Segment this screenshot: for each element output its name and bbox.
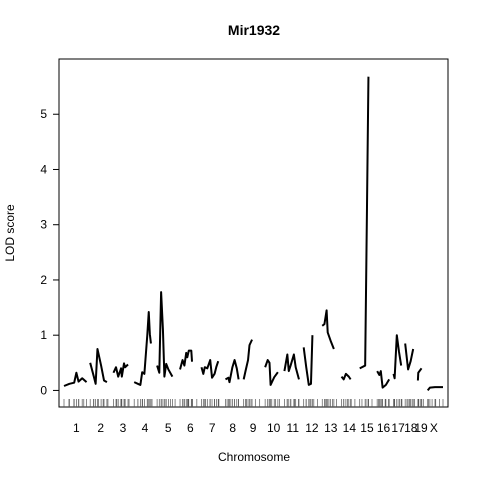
y-tick-label: 2: [40, 273, 47, 287]
y-tick-label: 3: [40, 218, 47, 232]
lod-line-chr-13: [321, 309, 335, 350]
chromosome-label: 8: [229, 421, 236, 435]
chromosome-label: 9: [250, 421, 257, 435]
lod-line-chr-17: [392, 334, 403, 380]
lod-line-chr-5: [156, 291, 174, 378]
chromosome-label: 10: [267, 421, 281, 435]
lod-line-chr-2: [89, 348, 108, 385]
lod-line-chr-11: [283, 353, 300, 380]
lod-line-chr-9: [242, 339, 253, 380]
lod-line-chr-19: [416, 367, 423, 381]
chromosome-label: 2: [97, 421, 104, 435]
y-tick-label: 4: [40, 162, 47, 176]
plot-frame: [58, 58, 449, 408]
chromosome-label: 3: [120, 421, 127, 435]
chromosome-label: 4: [142, 421, 149, 435]
lod-line-chr-10: [264, 359, 279, 386]
lod-line-chr-3: [112, 362, 129, 378]
lod-line-chr-7: [200, 359, 220, 379]
lod-line-chr-14: [340, 372, 352, 381]
chromosome-label: 16: [377, 421, 391, 435]
lod-line-chr-15: [359, 76, 370, 370]
lod-line-chr-8: [224, 359, 240, 384]
chromosome-label: 12: [305, 421, 319, 435]
y-tick-label: 5: [40, 107, 47, 121]
lod-line-chr-18: [404, 343, 415, 371]
chromosome-label: 19: [414, 421, 428, 435]
x-axis-label: Chromosome: [218, 450, 290, 464]
lod-line-chr-12: [302, 335, 314, 386]
chromosome-label: 11: [287, 421, 300, 435]
chromosome-label: 18: [404, 421, 418, 435]
marker-rug: [63, 399, 444, 407]
lod-line-chr-4: [133, 310, 152, 386]
chromosome-label: 7: [209, 421, 216, 435]
y-axis-label: LOD score: [3, 204, 17, 262]
lod-curves: [63, 76, 443, 392]
y-axis: 0 1 2 3 4 5: [40, 107, 59, 397]
y-tick-label: 0: [40, 383, 47, 397]
chromosome-label: 13: [324, 421, 338, 435]
chromosome-label: 6: [187, 421, 194, 435]
chart-title: Mir1932: [228, 22, 280, 38]
lod-line-chr-1: [63, 371, 88, 387]
lod-line-chr-16: [376, 370, 391, 389]
chromosome-label: 17: [391, 421, 405, 435]
lod-line-chr-X: [426, 386, 443, 392]
chromosome-label: 5: [165, 421, 172, 435]
chromosome-label: 14: [343, 421, 357, 435]
chromosome-label: X: [430, 421, 438, 435]
chromosome-label: 1: [73, 421, 80, 435]
y-tick-label: 1: [40, 328, 47, 342]
lod-line-chr-6: [179, 349, 194, 370]
chromosome-label: 15: [360, 421, 374, 435]
